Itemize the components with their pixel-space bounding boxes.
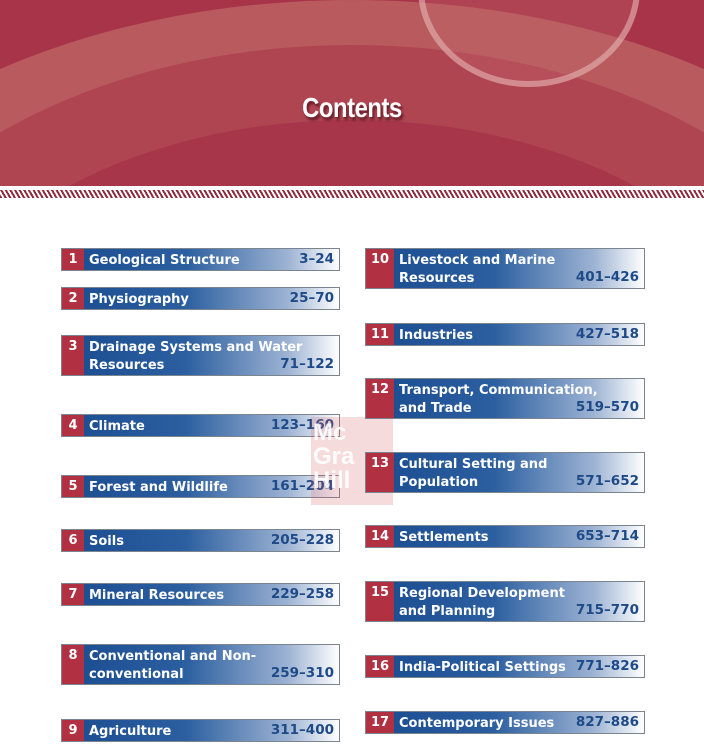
chapter-number: 15	[366, 582, 394, 621]
chapter-number: 17	[366, 712, 394, 733]
chapter-entry-16[interactable]: 16 India-Political Settings 771–826	[365, 655, 645, 678]
chapter-number: 4	[62, 415, 84, 436]
chapter-pages: 3–24	[299, 250, 334, 267]
chapter-pages: 229–258	[270, 585, 334, 602]
chapter-title: Settlements	[399, 530, 489, 545]
chapter-number: 1	[62, 249, 84, 270]
chapter-entry-12[interactable]: 12 Transport, Communication, and Trade 519…	[365, 378, 645, 419]
chapter-title-line: Livestock and Marine	[399, 253, 556, 268]
chapter-entry-17[interactable]: 17 Contemporary Issues 827–886	[365, 711, 645, 734]
chapter-entry-1[interactable]: 1 Geological Structure 3–24	[61, 248, 340, 271]
chapter-entry-11[interactable]: 11 Industries 427–518	[365, 323, 645, 346]
chapter-title-line: and Trade	[399, 400, 472, 416]
chapter-title-line: Regional Development	[399, 586, 565, 601]
chapter-number: 16	[366, 656, 394, 677]
chapter-number: 6	[62, 530, 84, 551]
chapter-title-line: Conventional and Non-conventional	[89, 649, 257, 682]
chapter-entry-4[interactable]: 4 Climate 123–160	[61, 414, 340, 437]
chapter-pages: 653–714	[575, 527, 639, 544]
chapter-entry-8[interactable]: 8 Conventional and Non-conventional Energ…	[61, 644, 340, 699]
chapter-title-line: Resources	[399, 270, 475, 286]
chapter-number: 2	[62, 288, 84, 309]
chapter-entry-5[interactable]: 5 Forest and Wildlife 161–204	[61, 475, 340, 498]
chapter-title: Climate	[89, 419, 145, 434]
chapter-number: 3	[62, 336, 84, 375]
chapter-title: Soils	[89, 534, 124, 549]
chapter-title-line: and Planning	[399, 603, 496, 619]
chapter-entry-9[interactable]: 9 Agriculture 311–400	[61, 719, 340, 742]
hatched-divider	[0, 190, 704, 198]
chapter-title: Contemporary Issues	[399, 716, 555, 731]
chapter-title: Geological Structure	[89, 253, 240, 268]
chapter-title-line: Cultural Setting and	[399, 457, 548, 472]
chapter-title: Forest and Wildlife	[89, 480, 228, 495]
chapter-pages: 311–400	[270, 721, 334, 738]
chapter-title: India-Political Settings	[399, 660, 566, 675]
chapter-entry-2[interactable]: 2 Physiography 25–70	[61, 287, 340, 310]
chapter-title: Agriculture	[89, 724, 172, 739]
chapter-entry-14[interactable]: 14 Settlements 653–714	[365, 525, 645, 548]
chapter-pages: 123–160	[270, 416, 334, 433]
chapter-title-line: Population	[399, 474, 479, 490]
chapter-number: 7	[62, 584, 84, 605]
chapter-number: 13	[366, 453, 394, 492]
chapter-title: Physiography	[89, 292, 189, 307]
contents-header: Contents	[0, 0, 704, 186]
chapter-title: Mineral Resources	[89, 588, 225, 603]
chapter-entry-15[interactable]: 15 Regional Development and Planning 715–7…	[365, 581, 645, 622]
chapter-number: 11	[366, 324, 394, 345]
chapter-pages: 401–426	[575, 268, 639, 285]
chapter-pages: 259–310	[270, 664, 334, 681]
chapter-pages: 771–826	[575, 657, 639, 674]
chapter-pages: 205–228	[270, 531, 334, 548]
chapter-entry-10[interactable]: 10 Livestock and Marine Resources 401–426	[365, 248, 645, 289]
chapter-pages: 71–122	[280, 355, 334, 372]
chapter-pages: 827–886	[575, 713, 639, 730]
watermark-line: Gra	[313, 443, 355, 470]
chapter-number: 12	[366, 379, 394, 418]
chapter-pages: 25–70	[289, 289, 334, 306]
chapter-pages: 571–652	[575, 472, 639, 489]
chapter-title-line: Energy Resources	[89, 684, 221, 699]
watermark-line: Mc	[313, 419, 347, 446]
chapter-entry-3[interactable]: 3 Drainage Systems and Water Resources 71–…	[61, 335, 340, 376]
chapter-title-line: Transport, Communication,	[399, 383, 598, 398]
page-title: Contents	[302, 92, 402, 123]
watermark-line: Hill	[313, 467, 351, 494]
chapter-title-line: Drainage Systems and Water	[89, 340, 303, 355]
chapter-number: 8	[62, 645, 84, 684]
chapter-title-line: Resources	[89, 357, 165, 373]
chapter-number: 14	[366, 526, 394, 547]
chapter-pages: 715–770	[575, 601, 639, 618]
chapter-entry-7[interactable]: 7 Mineral Resources 229–258	[61, 583, 340, 606]
chapter-pages: 519–570	[575, 398, 639, 415]
chapter-number: 5	[62, 476, 84, 497]
chapter-entry-6[interactable]: 6 Soils 205–228	[61, 529, 340, 552]
chapter-number: 10	[366, 249, 394, 288]
chapter-entry-13[interactable]: 13 Cultural Setting and Population 571–652	[365, 452, 645, 493]
chapter-pages: 161–204	[270, 477, 334, 494]
chapter-number: 9	[62, 720, 84, 741]
chapter-title: Industries	[399, 328, 474, 343]
chapter-pages: 427–518	[575, 325, 639, 342]
